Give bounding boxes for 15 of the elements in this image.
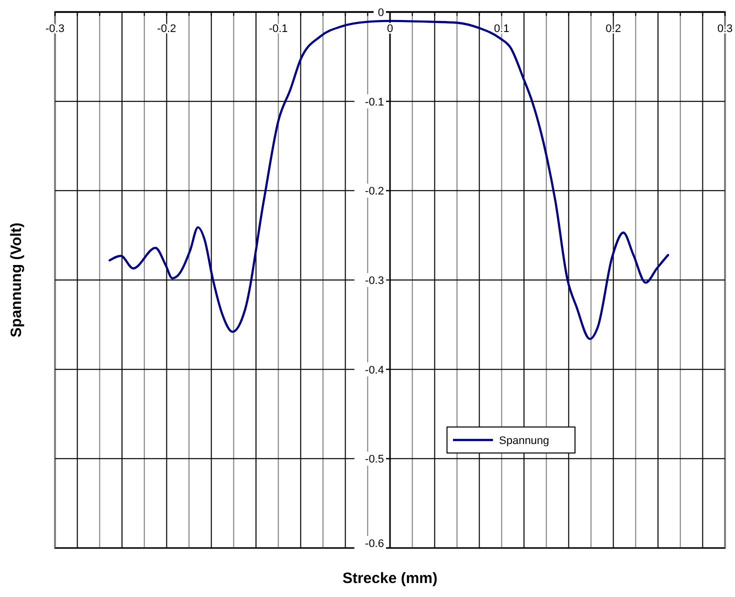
line-series (108, 20, 670, 340)
y-tick-label: -0.4 (365, 364, 384, 376)
x-tick-label: -0.1 (268, 23, 288, 35)
legend-label: Spannung (499, 435, 550, 447)
y-tick-label: 0 (378, 7, 384, 19)
y-axis-title: Spannung (Volt) (8, 222, 25, 338)
y-tick-label: -0.6 (365, 538, 384, 550)
y-tick-label: -0.2 (365, 186, 384, 198)
x-tick-label: 0.3 (717, 23, 733, 35)
y-tick-label: -0.1 (365, 96, 384, 108)
y-tick-label: -0.5 (365, 454, 384, 466)
x-tick-label: 0.1 (494, 23, 510, 35)
x-axis-title: Strecke (mm) (342, 570, 438, 587)
x-tick-label: -0.3 (46, 23, 64, 35)
y-tick-label: -0.3 (365, 275, 384, 287)
